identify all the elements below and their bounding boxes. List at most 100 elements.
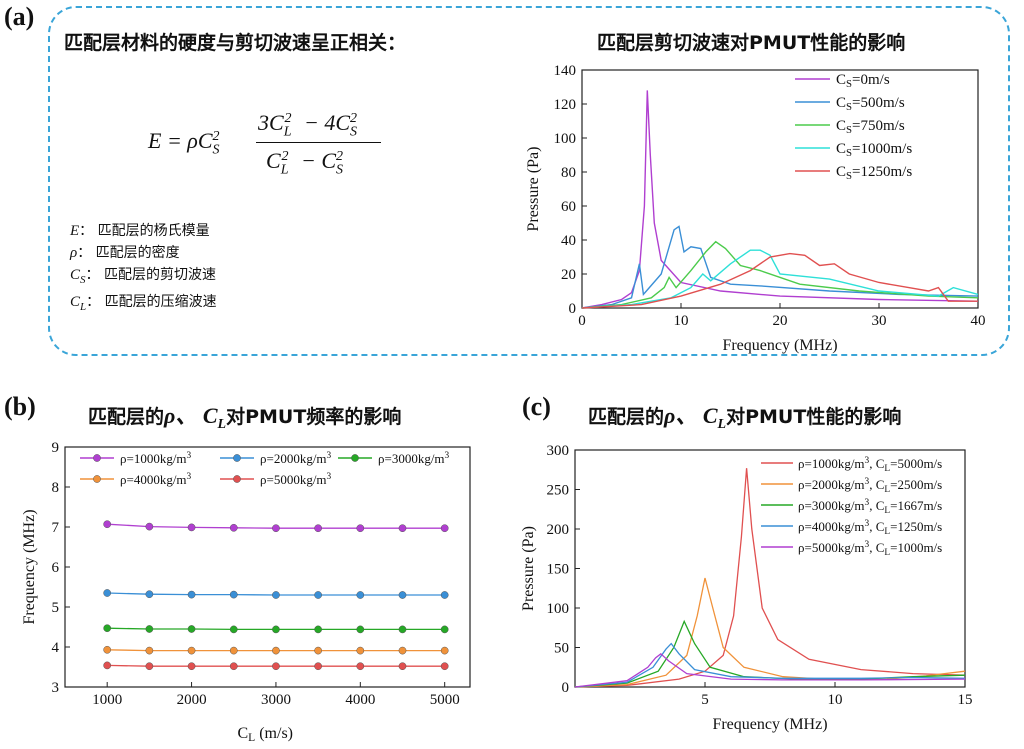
y-tick-label: 3 bbox=[52, 680, 60, 696]
data-point bbox=[145, 522, 154, 531]
x-tick-label: 4000 bbox=[345, 692, 375, 708]
youngs-modulus-formula: E = ρCS2 3CL2 − 4CS2 CL2 − CS2 bbox=[148, 110, 388, 190]
legend-label: ρ=2000kg/m3, CL=2500m/s bbox=[798, 477, 942, 495]
x-tick-label: 5000 bbox=[430, 692, 460, 708]
plot-frame bbox=[581, 69, 979, 309]
chart-b: 1000 2000 3000 4000 5000 3 4 5 6 7 8 9 CL (m/s) Frequ… bbox=[21, 440, 471, 744]
x-tick-label: 40 bbox=[971, 313, 986, 329]
y-tick-label: 50 bbox=[554, 641, 569, 657]
series-line bbox=[574, 468, 966, 688]
x-tick-label: 2000 bbox=[177, 692, 207, 708]
legend-marker bbox=[351, 454, 359, 462]
series-line bbox=[581, 249, 979, 309]
data-point bbox=[314, 662, 322, 671]
data-point bbox=[272, 524, 280, 533]
definition-row: CS： 匹配层的剪切波速 bbox=[70, 267, 216, 286]
data-point bbox=[229, 662, 238, 671]
data-point bbox=[229, 646, 238, 655]
legend-marker bbox=[233, 475, 241, 483]
series-line bbox=[581, 90, 979, 309]
data-point bbox=[356, 646, 365, 655]
data-point bbox=[145, 662, 154, 671]
data-point bbox=[187, 625, 196, 633]
series-line bbox=[574, 577, 966, 688]
y-axis-label: Pressure (Pa) bbox=[525, 147, 542, 232]
legend-label: ρ=4000kg/m3, CL=1250m/s bbox=[798, 519, 942, 537]
y-tick-label: 300 bbox=[547, 443, 570, 459]
chart-a-title: 匹配层剪切波速对PMUT性能的影响 bbox=[597, 32, 906, 54]
data-point bbox=[398, 625, 407, 634]
data-point bbox=[356, 524, 365, 533]
x-tick-label: 10 bbox=[828, 692, 843, 708]
panel-b-letter: (b) bbox=[4, 392, 36, 421]
x-tick-label: 20 bbox=[773, 313, 788, 329]
y-tick-label: 40 bbox=[561, 233, 576, 249]
y-tick-label: 100 bbox=[547, 601, 570, 617]
data-point bbox=[229, 523, 238, 532]
data-point bbox=[440, 625, 449, 634]
legend-label: ρ=1000kg/m3, CL=5000m/s bbox=[798, 456, 942, 474]
x-tick-label: 1000 bbox=[92, 692, 122, 708]
y-tick-label: 60 bbox=[561, 199, 576, 215]
x-axis-label: Frequency (MHz) bbox=[712, 716, 827, 733]
y-tick-label: 140 bbox=[554, 63, 577, 79]
definition-row: ρ： 匹配层的密度 bbox=[70, 245, 180, 261]
series-line bbox=[581, 240, 979, 309]
data-point bbox=[314, 524, 322, 533]
data-point bbox=[440, 662, 449, 671]
y-tick-label: 4 bbox=[52, 640, 60, 656]
chart-c-title: 匹配层的ρ、 CL对PMUT性能的影响 bbox=[588, 403, 902, 432]
legend-label: ρ=2000kg/m3 bbox=[260, 451, 332, 466]
legend-label: ρ=1000kg/m3 bbox=[120, 451, 192, 466]
y-tick-label: 20 bbox=[561, 267, 576, 283]
legend-marker bbox=[93, 475, 101, 483]
series-line bbox=[581, 225, 979, 309]
data-point bbox=[314, 591, 322, 599]
legend-label: ρ=3000kg/m3 bbox=[378, 451, 450, 466]
data-point bbox=[187, 646, 196, 655]
data-point bbox=[103, 589, 112, 597]
x-axis-label: CL (m/s) bbox=[238, 725, 294, 744]
legend-label: CS=750m/s bbox=[836, 118, 905, 136]
definition-row: E： 匹配层的杨氏模量 bbox=[70, 223, 210, 239]
series-line bbox=[581, 252, 978, 309]
y-tick-label: 200 bbox=[547, 522, 570, 538]
y-axis-label: Frequency (MHz) bbox=[21, 509, 38, 624]
legend-label: ρ=4000kg/m3 bbox=[120, 472, 192, 487]
data-point bbox=[398, 662, 407, 671]
x-tick-label: 5 bbox=[701, 692, 709, 708]
y-tick-label: 80 bbox=[561, 165, 576, 181]
data-point bbox=[398, 524, 407, 533]
data-point bbox=[314, 646, 322, 655]
data-point bbox=[187, 590, 196, 599]
legend-label: CS=1250m/s bbox=[836, 164, 912, 182]
x-tick-label: 10 bbox=[674, 313, 689, 329]
data-point bbox=[272, 662, 280, 671]
data-point bbox=[314, 625, 322, 634]
data-point bbox=[440, 646, 449, 655]
data-point bbox=[103, 645, 112, 654]
data-point bbox=[398, 591, 407, 599]
legend-label: CS=1000m/s bbox=[836, 141, 912, 159]
y-tick-label: 7 bbox=[52, 520, 60, 536]
data-point bbox=[229, 590, 238, 599]
y-tick-label: 100 bbox=[554, 131, 577, 147]
data-point bbox=[398, 646, 407, 655]
series-line bbox=[574, 642, 966, 688]
legend-marker bbox=[93, 454, 101, 462]
definition-row: CL： 匹配层的压缩波速 bbox=[70, 293, 217, 313]
x-tick-label: 3000 bbox=[261, 692, 291, 708]
chart-a: 0 10 20 30 40 0 20 40 60 80 100 120 140 Frequency (MH… bbox=[525, 63, 986, 354]
y-axis-label: Pressure (Pa) bbox=[520, 526, 537, 611]
panel-a-heading: 匹配层材料的硬度与剪切波速呈正相关： bbox=[64, 32, 407, 54]
data-point bbox=[272, 591, 280, 599]
data-point bbox=[440, 591, 449, 599]
legend-label: ρ=5000kg/m3 bbox=[260, 472, 332, 487]
chart-b-title: 匹配层的ρ、 CL对PMUT频率的影响 bbox=[88, 403, 402, 432]
y-tick-label: 0 bbox=[562, 680, 570, 696]
data-point bbox=[440, 524, 449, 533]
data-point bbox=[145, 590, 154, 599]
data-point bbox=[145, 625, 154, 633]
y-tick-label: 8 bbox=[52, 480, 60, 496]
